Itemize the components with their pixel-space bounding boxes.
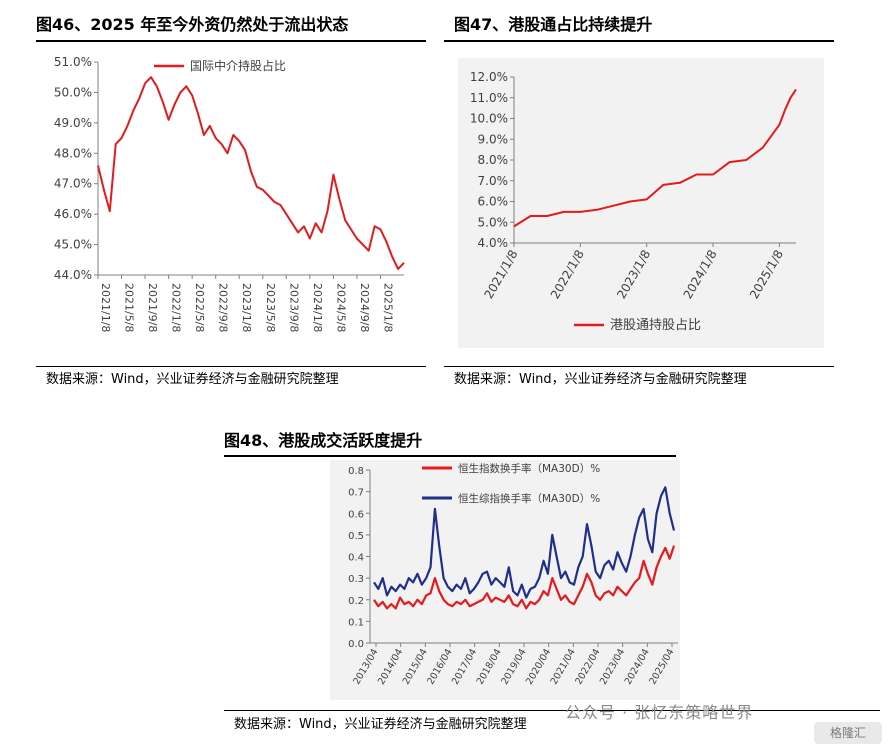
fig47-y-tick-label: 12.0% — [470, 70, 508, 84]
fig46-y-tick-label: 45.0% — [54, 238, 92, 252]
fig47-y-tick-label: 11.0% — [470, 91, 508, 105]
fig46-title: 图46、2025 年至今外资仍然处于流出状态 — [36, 15, 349, 34]
fig48-title: 图48、港股成交活跃度提升 — [224, 431, 423, 450]
fig48-chart: 0.80.70.60.50.40.30.20.10.02013/042014/0… — [348, 462, 678, 687]
fig48-source-rule — [224, 710, 880, 711]
fig47-title-rule — [444, 40, 834, 42]
fig47-y-tick-label: 7.0% — [478, 174, 509, 188]
fig46-x-tick-label: 2023/9/8 — [287, 283, 300, 332]
fig46-x-tick-label: 2023/1/8 — [240, 283, 253, 332]
fig48-series-line-1 — [373, 545, 676, 610]
fig46-x-tick-label: 2023/5/8 — [264, 283, 277, 332]
fig46-series-line — [97, 76, 405, 270]
fig48-legend-label-1: 恒生指数换手率（MA30D）% — [458, 462, 600, 475]
fig46-x-tick-label: 2024/9/8 — [358, 283, 371, 332]
fig47-title: 图47、港股通占比持续提升 — [454, 15, 653, 34]
fig46-source-rule — [36, 366, 426, 367]
fig47-x-tick-label: 2023/1/8 — [614, 247, 653, 301]
fig47-chart: 12.0%11.0%10.0%9.0%8.0%7.0%6.0%5.0%4.0%2… — [470, 70, 797, 333]
watermark-badge: 格隆汇 — [814, 722, 882, 744]
fig47-y-tick-label: 10.0% — [470, 112, 508, 126]
fig47-x-tick-label: 2022/1/8 — [548, 248, 587, 302]
fig48-y-tick-label: 0.7 — [348, 488, 364, 499]
fig46-y-tick-label: 51.0% — [54, 55, 92, 69]
fig48-series-line-2 — [373, 486, 676, 599]
fig48-legend-label-2: 恒生综指换手率（MA30D）% — [458, 492, 600, 505]
fig46-y-tick-label: 48.0% — [54, 146, 92, 160]
fig47-legend-label: 港股通持股占比 — [610, 318, 701, 333]
fig48-y-tick-label: 0.1 — [348, 617, 364, 628]
fig46-source: 数据来源：Wind，兴业证券经济与金融研究院整理 — [46, 372, 339, 387]
fig46-panel — [36, 44, 426, 361]
fig46-x-tick-label: 2021/9/8 — [146, 283, 159, 332]
fig46-x-tick-label: 2022/9/8 — [217, 283, 230, 332]
fig47-y-tick-label: 4.0% — [478, 236, 509, 250]
fig47-x-tick-label: 2021/1/8 — [482, 248, 521, 302]
fig46-chart: 51.0% 50.0% 49.0% 48.0% 47.0% 46.0% 45.0% 44.0%… — [54, 55, 405, 332]
fig47-y-tick-label: 9.0% — [478, 132, 509, 146]
fig48-y-tick-label: 0.2 — [348, 596, 364, 607]
fig48-x-tick-label: 2025/04 — [647, 647, 676, 687]
fig47-y-tick-label: 6.0% — [478, 195, 509, 209]
fig48-y-tick-label: 0.5 — [348, 531, 364, 542]
fig46-title-rule — [36, 40, 426, 42]
fig46-y-tick-label: 50.0% — [54, 85, 92, 99]
fig48-y-tick-label: 0.6 — [348, 509, 364, 520]
watermark-text: 公众号 · 张忆东策略世界 — [565, 703, 754, 722]
fig46-x-tick-label: 2022/5/8 — [193, 283, 206, 332]
fig46-x-tick-label: 2021/5/8 — [123, 283, 136, 332]
fig47-panel — [458, 58, 824, 348]
fig48-y-tick-label: 0.0 — [348, 639, 364, 650]
fig46-x-tick-label: 2021/1/8 — [99, 283, 112, 332]
fig46-x-tick-label: 2022/1/8 — [170, 283, 183, 332]
fig46-y-tick-label: 47.0% — [54, 177, 92, 191]
fig46-y-tick-label: 46.0% — [54, 207, 92, 221]
fig46-x-tick-label: 2024/1/8 — [311, 283, 324, 332]
fig47-x-tick-label: 2025/1/8 — [747, 248, 786, 302]
fig47-series-line — [513, 88, 797, 228]
fig48-title-rule — [224, 455, 676, 457]
fig48-source: 数据来源：Wind，兴业证券经济与金融研究院整理 — [234, 717, 527, 732]
fig47-y-tick-label: 5.0% — [478, 215, 509, 229]
fig46-x-tick-label: 2025/1/8 — [381, 283, 394, 332]
fig46-x-tick-label: 2024/5/8 — [334, 283, 347, 332]
fig47-source: 数据来源：Wind，兴业证券经济与金融研究院整理 — [454, 372, 747, 387]
fig48-y-tick-label: 0.4 — [348, 553, 364, 564]
fig47-source-rule — [444, 366, 834, 367]
fig48-y-tick-label: 0.8 — [348, 466, 364, 477]
fig46-y-tick-label: 44.0% — [54, 268, 92, 282]
fig47-y-tick-label: 8.0% — [478, 153, 509, 167]
fig46-y-tick-label: 49.0% — [54, 116, 92, 130]
fig48-y-tick-label: 0.3 — [348, 574, 364, 585]
fig47-x-tick-label: 2024/1/8 — [681, 248, 720, 302]
fig46-legend-label: 国际中介持股占比 — [190, 58, 286, 73]
